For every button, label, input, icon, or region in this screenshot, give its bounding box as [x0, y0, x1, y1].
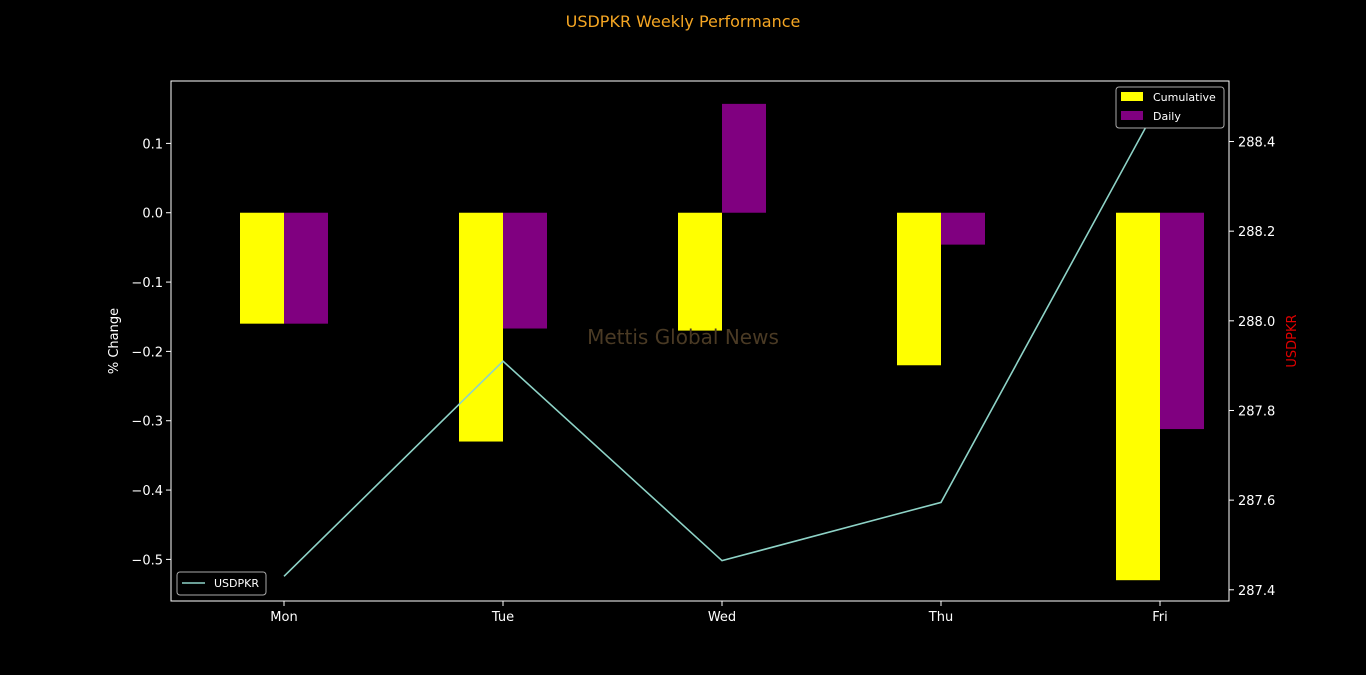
legend-label-daily: Daily — [1153, 110, 1181, 123]
usdpkr-line — [283, 100, 1161, 577]
legend-line-frame — [176, 571, 267, 596]
y-tick-label-left: −0.1 — [131, 276, 163, 291]
y-tick-label-right: 288.0 — [1238, 315, 1275, 330]
legend-swatch-daily — [1121, 111, 1143, 120]
y-tick-label-right: 288.2 — [1238, 225, 1275, 240]
y-axis-label-left: % Change — [107, 308, 122, 374]
legend-swatch-cumulative — [1121, 92, 1143, 101]
y-tick-label-left: −0.5 — [131, 553, 163, 568]
bar-cumulative-thu — [897, 212, 941, 366]
bar-daily-wed — [722, 103, 766, 213]
plot-frame — [170, 80, 1230, 602]
bar-cumulative-mon — [240, 212, 284, 324]
x-tick-label: Thu — [928, 610, 953, 625]
y-tick-label-right: 287.8 — [1238, 404, 1275, 419]
bar-cumulative-fri — [1116, 212, 1160, 581]
y-tick-label-right: 288.4 — [1238, 136, 1275, 151]
y-tick-label-left: −0.4 — [131, 484, 163, 499]
legend-bars: Cumulative Daily — [1115, 86, 1225, 129]
axes-layer: Mon Tue Wed Thu Fri 0.1 0.0 −0.1 −0.2 −0.3 −0.4 −0.… — [131, 136, 1275, 625]
bar-daily-fri — [1160, 212, 1204, 430]
x-tick-label: Fri — [1152, 610, 1168, 625]
y-tick-label-left: −0.3 — [131, 415, 163, 430]
x-tick-label: Mon — [270, 610, 297, 625]
bar-cumulative-wed — [678, 212, 722, 331]
x-tick-label: Wed — [708, 610, 736, 625]
legend-line: USDPKR — [176, 571, 267, 596]
watermark: Mettis Global News — [587, 325, 779, 349]
y-tick-label-right: 287.4 — [1238, 584, 1275, 599]
x-tick-label: Tue — [491, 610, 514, 625]
y-tick-label-left: 0.1 — [142, 137, 163, 152]
bar-daily-thu — [941, 212, 985, 245]
y-axis-label-right: USDPKR — [1285, 314, 1300, 367]
bar-cumulative-tue — [459, 212, 503, 442]
y-tick-label-left: −0.2 — [131, 345, 163, 360]
legend-label-cumulative: Cumulative — [1153, 91, 1216, 104]
line-layer — [283, 100, 1161, 577]
bar-daily-mon — [284, 212, 328, 324]
legend-label-usdpkr: USDPKR — [214, 577, 259, 590]
chart-title: USDPKR Weekly Performance — [566, 12, 801, 31]
bar-daily-tue — [503, 212, 547, 329]
y-tick-label-left: 0.0 — [142, 207, 163, 222]
y-tick-label-right: 287.6 — [1238, 494, 1275, 509]
bars-layer — [240, 103, 1204, 581]
